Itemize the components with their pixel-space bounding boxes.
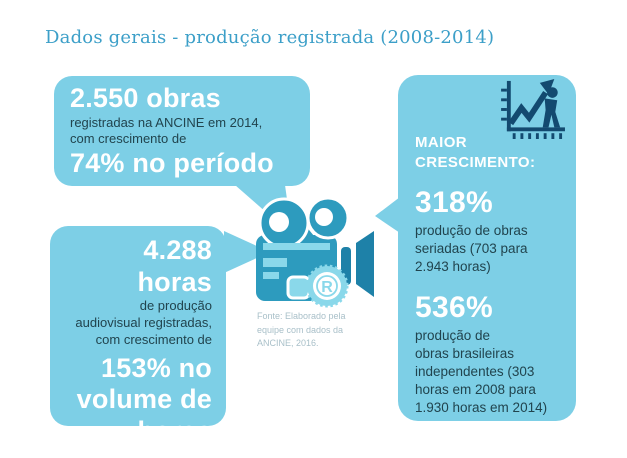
- growth-panel-heading: MAIOR CRESCIMENTO:: [415, 134, 536, 171]
- growth-description: produção de obras brasileiras independen…: [415, 327, 548, 415]
- obras-highlight: 74% no período: [70, 148, 274, 179]
- movie-camera-graphic: R: [256, 196, 374, 308]
- horas-highlight: 153% no volume de horas: [76, 352, 212, 446]
- growth-panel: MAIOR CRESCIMENTO: 318% produção de obra…: [398, 75, 576, 421]
- page-title: Dados gerais - produção registrada (2008…: [45, 27, 495, 48]
- speech-tail-horas: [224, 231, 270, 273]
- callout-horas: 4.288 horas de produção audiovisual regi…: [50, 226, 226, 446]
- horas-headline: 4.288 horas: [137, 235, 212, 297]
- growth-percentage: 536%: [415, 290, 493, 324]
- growth-chart-icon: [501, 79, 565, 139]
- speech-tail-panel: [375, 197, 400, 233]
- source-note: Fonte: Elaborado pela equipe com dados d…: [257, 311, 346, 348]
- obras-body-text: registradas na ANCINE em 2014, com cresc…: [70, 114, 263, 147]
- registered-letter: R: [321, 279, 333, 296]
- growth-percentage: 318%: [415, 186, 493, 219]
- obras-headline: 2.550 obras: [70, 83, 221, 113]
- horas-body-text: de produção audiovisual registradas, com…: [75, 298, 212, 347]
- callout-obras: 2.550 obras registradas na ANCINE em 201…: [54, 76, 310, 186]
- movie-camera-icon: R: [248, 196, 393, 313]
- growth-item: 536% produção de obras brasileiras indep…: [415, 291, 558, 417]
- registered-badge-icon: R: [305, 264, 349, 308]
- growth-description: produção de obras seriadas (703 para 2.9…: [415, 223, 528, 274]
- growth-item: 318% produção de obras seriadas (703 par…: [415, 186, 558, 276]
